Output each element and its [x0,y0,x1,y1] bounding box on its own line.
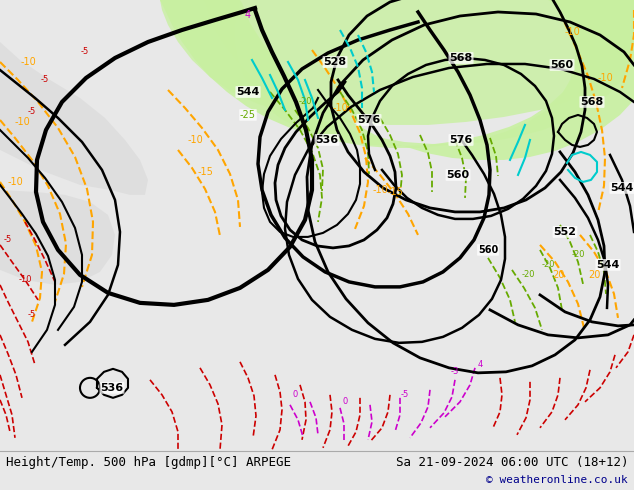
Text: -20: -20 [298,98,312,106]
Text: -10: -10 [14,117,30,127]
Text: -3: -3 [451,368,459,376]
Polygon shape [203,0,634,148]
Text: 536: 536 [316,135,339,145]
Text: 544: 544 [611,183,634,193]
Text: 4: 4 [245,10,251,20]
Text: -10: -10 [7,177,23,187]
Text: Sa 21-09-2024 06:00 UTC (18+12): Sa 21-09-2024 06:00 UTC (18+12) [396,456,628,469]
Text: 20: 20 [552,270,564,280]
Text: -20: -20 [521,270,534,279]
Text: -15: -15 [197,167,213,177]
Polygon shape [0,190,115,285]
Polygon shape [0,0,148,195]
Text: -10: -10 [187,135,203,145]
Text: 576: 576 [450,135,472,145]
Text: -5: -5 [81,48,89,56]
Text: 536: 536 [100,383,124,393]
Text: -5: -5 [401,391,409,399]
Text: -5: -5 [4,235,12,245]
Text: -10: -10 [564,27,580,37]
Text: -10: -10 [20,57,36,67]
Text: -25: -25 [240,110,256,120]
Text: 576: 576 [358,115,380,125]
Text: -20: -20 [571,250,585,259]
Polygon shape [160,0,634,125]
Text: 0: 0 [342,397,347,406]
Text: 544: 544 [597,260,619,270]
Text: 560: 560 [550,60,574,70]
Text: 560: 560 [446,170,470,180]
Text: -10: -10 [372,185,388,195]
Text: -5: -5 [28,107,36,117]
Text: 0: 0 [292,391,297,399]
Text: Height/Temp. 500 hPa [gdmp][°C] ARPEGE: Height/Temp. 500 hPa [gdmp][°C] ARPEGE [6,456,291,469]
Text: -15: -15 [387,187,403,197]
Text: 552: 552 [553,227,576,237]
Text: -20: -20 [541,260,555,270]
Text: -10: -10 [597,73,613,83]
Text: 568: 568 [450,53,472,63]
Text: 4: 4 [477,360,482,369]
Text: 560: 560 [478,245,498,255]
Text: -10: -10 [18,275,32,284]
Polygon shape [160,0,634,160]
Text: -5: -5 [41,75,49,84]
Text: 544: 544 [236,87,260,97]
Text: 528: 528 [323,57,347,67]
Text: 20: 20 [588,270,600,280]
Text: © weatheronline.co.uk: © weatheronline.co.uk [486,475,628,485]
Text: -5: -5 [28,310,36,319]
Text: 568: 568 [580,97,604,107]
Text: -10: -10 [332,103,348,113]
